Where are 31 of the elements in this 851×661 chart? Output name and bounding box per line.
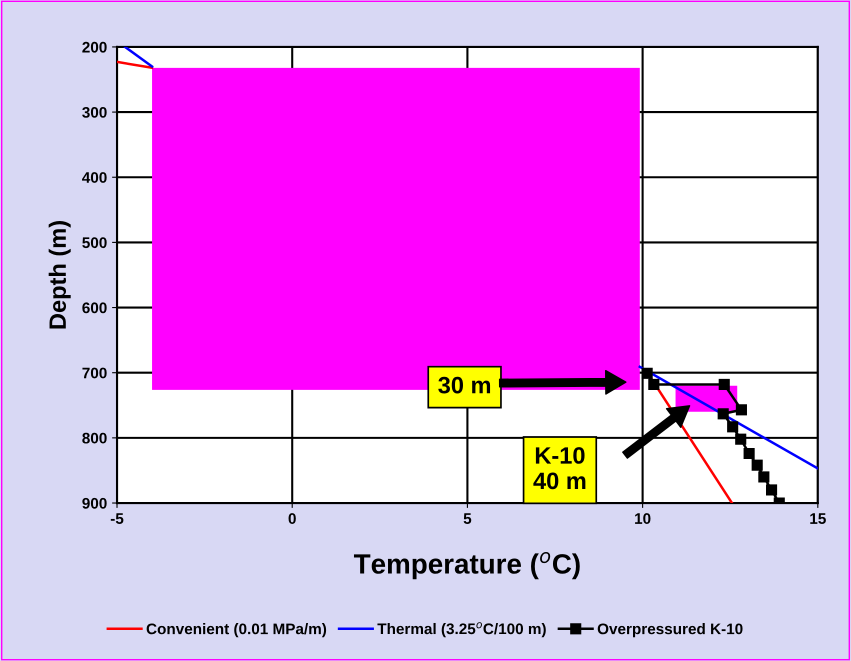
y-axis-title: Depth (m): [48, 221, 71, 328]
annotation: 30 m: [438, 376, 490, 394]
legend-label: Overpressured K-10: [598, 623, 743, 638]
y-tick-label: 500: [82, 237, 107, 248]
x-tick-label: -5: [110, 513, 124, 524]
point: [727, 421, 738, 432]
y-tick-label: 200: [82, 42, 107, 53]
y-tick-label: 300: [82, 106, 107, 118]
x-tick-label: 15: [810, 513, 826, 524]
legend-label: Convenient (0.01 MPa/m): [146, 623, 326, 638]
point: [736, 404, 747, 416]
point: [648, 378, 660, 390]
point: [735, 434, 746, 445]
annotation: K-10 40 m: [533, 447, 586, 490]
point: [752, 460, 763, 471]
y-tick-label: 800: [82, 432, 107, 444]
y-tick-label: 400: [82, 172, 107, 183]
x-tick-label: 10: [635, 513, 650, 524]
point: [642, 368, 653, 379]
point: [758, 471, 770, 483]
point: [766, 484, 778, 496]
legend-label: Thermal (3.25$^{o}$C/100 m): [377, 622, 546, 638]
y-tick-label: 700: [82, 368, 107, 378]
x-axis-title: Temperature ($^{o}$C): [354, 552, 580, 580]
point: [744, 448, 755, 460]
x-tick-label: 5: [464, 513, 472, 524]
point: [718, 408, 729, 420]
x-tick-label: 0: [288, 513, 296, 524]
point: [718, 378, 730, 390]
y-tick-label: 600: [82, 302, 107, 314]
y-tick-label: 900: [82, 498, 107, 509]
